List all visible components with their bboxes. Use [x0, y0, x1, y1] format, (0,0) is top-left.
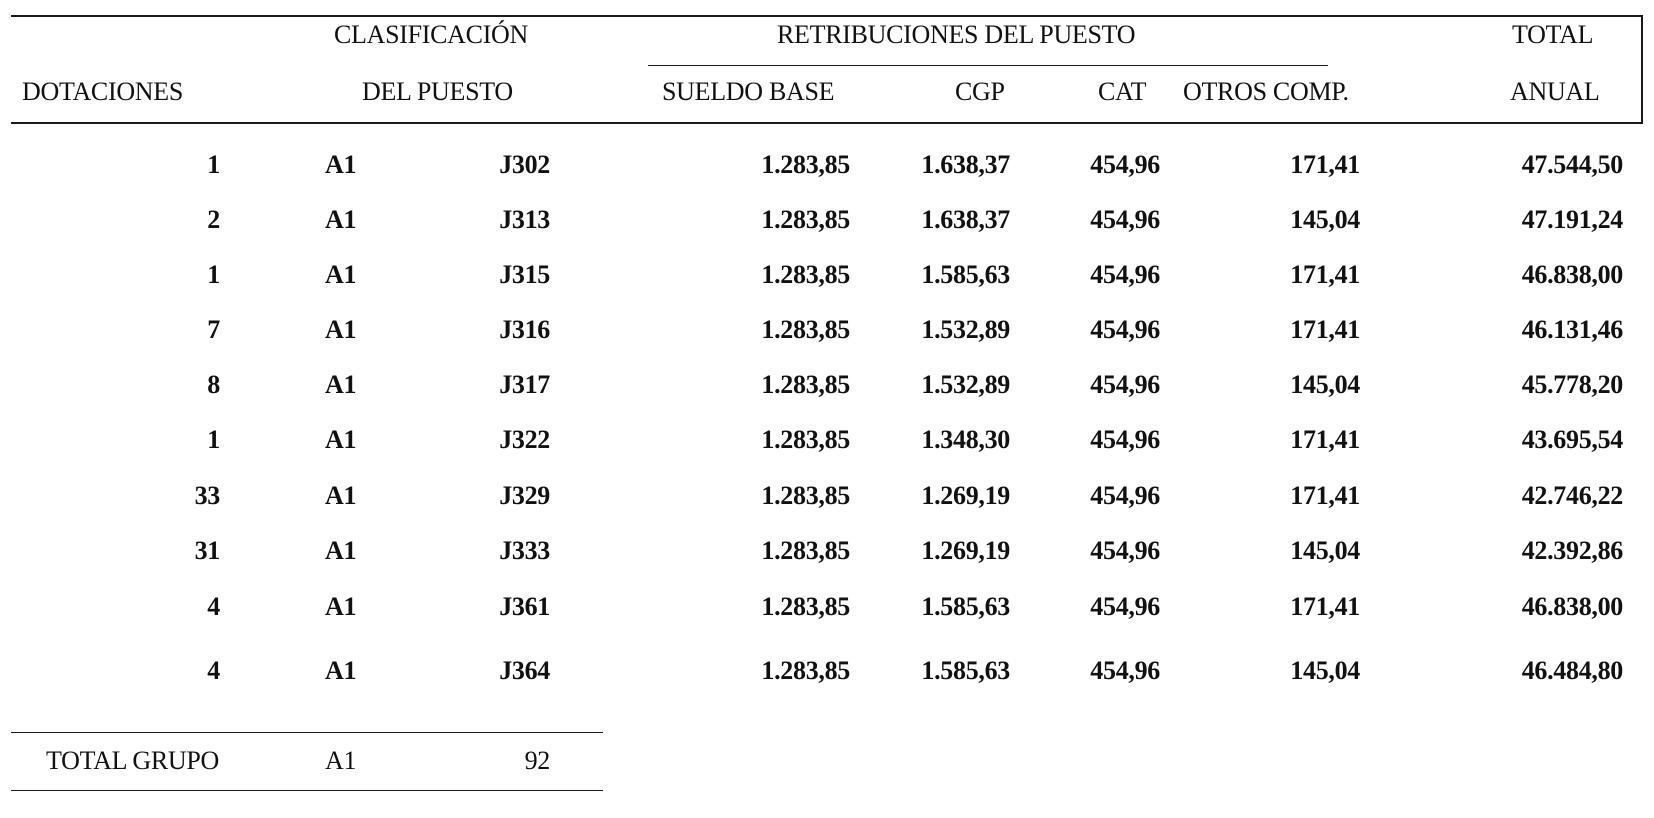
cell-dotaciones: 8: [207, 370, 220, 399]
cell-cat: 454,96: [1090, 370, 1160, 399]
cell-otros-comp: 145,04: [1290, 205, 1360, 234]
cell-grupo: A1: [325, 150, 357, 179]
cell-grupo: A1: [325, 481, 357, 510]
cell-codigo: J322: [499, 425, 550, 454]
cell-sueldo-base: 1.283,85: [761, 536, 850, 565]
header-cat: CAT: [1098, 77, 1147, 106]
cell-sueldo-base: 1.283,85: [761, 656, 850, 685]
header-total: TOTAL: [1512, 20, 1594, 49]
cell-dotaciones: 7: [207, 315, 220, 344]
cell-grupo: A1: [325, 656, 357, 685]
cell-grupo: A1: [325, 536, 357, 565]
header-anual: ANUAL: [1510, 77, 1600, 106]
cell-grupo: A1: [325, 592, 357, 621]
cell-cat: 454,96: [1090, 481, 1160, 510]
cell-otros-comp: 145,04: [1290, 370, 1360, 399]
cell-total-anual: 46.131,46: [1521, 315, 1624, 344]
cell-dotaciones: 33: [194, 481, 221, 510]
header-cgp: CGP: [955, 77, 1005, 106]
cell-cat: 454,96: [1090, 150, 1160, 179]
cell-otros-comp: 171,41: [1290, 592, 1360, 621]
header-sueldo-base: SUELDO BASE: [662, 77, 835, 106]
cell-dotaciones: 4: [207, 592, 220, 621]
cell-codigo: J302: [499, 150, 550, 179]
cell-codigo: J313: [499, 205, 550, 234]
total-bottom-line: [11, 790, 603, 791]
header-otros-comp: OTROS COMP.: [1183, 77, 1349, 106]
cell-total-anual: 42.392,86: [1521, 536, 1624, 565]
cell-codigo: J315: [499, 260, 550, 289]
cell-dotaciones: 1: [207, 260, 220, 289]
cell-total-anual: 43.695,54: [1521, 425, 1624, 454]
cell-otros-comp: 171,41: [1290, 425, 1360, 454]
cell-cat: 454,96: [1090, 656, 1160, 685]
cell-otros-comp: 171,41: [1290, 481, 1360, 510]
cell-codigo: J364: [499, 656, 550, 685]
cell-cgp: 1.585,63: [921, 592, 1010, 621]
cell-cat: 454,96: [1090, 260, 1160, 289]
cell-sueldo-base: 1.283,85: [761, 260, 850, 289]
cell-sueldo-base: 1.283,85: [761, 592, 850, 621]
cell-cgp: 1.585,63: [921, 260, 1010, 289]
cell-total-anual: 46.838,00: [1521, 260, 1624, 289]
cell-cgp: 1.269,19: [921, 481, 1010, 510]
total-top-line: [11, 732, 603, 733]
cell-total-anual: 47.191,24: [1521, 205, 1624, 234]
cell-grupo: A1: [325, 315, 357, 344]
cell-cgp: 1.532,89: [921, 315, 1010, 344]
cell-sueldo-base: 1.283,85: [761, 481, 850, 510]
cell-sueldo-base: 1.283,85: [761, 370, 850, 399]
table-header-frame: [11, 15, 1643, 124]
cell-sueldo-base: 1.283,85: [761, 150, 850, 179]
cell-cgp: 1.585,63: [921, 656, 1010, 685]
cell-cgp: 1.638,37: [921, 150, 1010, 179]
cell-total-anual: 46.838,00: [1521, 592, 1624, 621]
cell-otros-comp: 171,41: [1290, 260, 1360, 289]
cell-cat: 454,96: [1090, 315, 1160, 344]
cell-total-anual: 45.778,20: [1521, 370, 1624, 399]
cell-sueldo-base: 1.283,85: [761, 425, 850, 454]
cell-sueldo-base: 1.283,85: [761, 315, 850, 344]
cell-dotaciones: 2: [207, 205, 220, 234]
cell-dotaciones: 1: [207, 150, 220, 179]
cell-sueldo-base: 1.283,85: [761, 205, 850, 234]
cell-cat: 454,96: [1090, 592, 1160, 621]
cell-total-anual: 42.746,22: [1521, 481, 1624, 510]
cell-cgp: 1.269,19: [921, 536, 1010, 565]
retribuciones-underline: [648, 65, 1328, 66]
cell-otros-comp: 171,41: [1290, 150, 1360, 179]
cell-codigo: J316: [499, 315, 550, 344]
cell-grupo: A1: [325, 370, 357, 399]
cell-total-anual: 46.484,80: [1521, 656, 1624, 685]
cell-cat: 454,96: [1090, 205, 1160, 234]
cell-cgp: 1.348,30: [921, 425, 1010, 454]
cell-cgp: 1.638,37: [921, 205, 1010, 234]
cell-codigo: J361: [499, 592, 550, 621]
cell-otros-comp: 171,41: [1290, 315, 1360, 344]
cell-cat: 454,96: [1090, 425, 1160, 454]
header-dotaciones: DOTACIONES: [22, 77, 184, 106]
cell-dotaciones: 4: [207, 656, 220, 685]
cell-grupo: A1: [325, 425, 357, 454]
cell-total-anual: 47.544,50: [1521, 150, 1624, 179]
total-label: TOTAL GRUPO: [46, 746, 220, 775]
header-retribuciones: RETRIBUCIONES DEL PUESTO: [777, 20, 1136, 49]
total-grupo: A1: [325, 746, 357, 775]
cell-dotaciones: 31: [194, 536, 221, 565]
cell-codigo: J333: [499, 536, 550, 565]
cell-codigo: J329: [499, 481, 550, 510]
cell-grupo: A1: [325, 205, 357, 234]
cell-otros-comp: 145,04: [1290, 536, 1360, 565]
cell-cat: 454,96: [1090, 536, 1160, 565]
header-clasificacion: CLASIFICACIÓN: [334, 20, 529, 49]
cell-codigo: J317: [499, 370, 550, 399]
cell-dotaciones: 1: [207, 425, 220, 454]
header-del-puesto: DEL PUESTO: [362, 77, 513, 106]
cell-otros-comp: 145,04: [1290, 656, 1360, 685]
cell-cgp: 1.532,89: [921, 370, 1010, 399]
total-value: 92: [524, 746, 551, 775]
cell-grupo: A1: [325, 260, 357, 289]
